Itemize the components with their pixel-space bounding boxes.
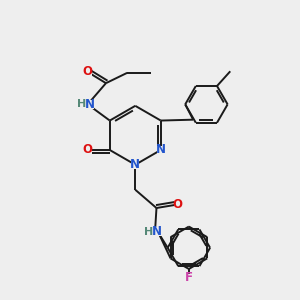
Text: O: O <box>173 198 183 211</box>
Bar <box>84 146 92 154</box>
Text: F: F <box>185 271 193 284</box>
Text: N: N <box>152 225 162 238</box>
Text: O: O <box>83 143 93 157</box>
Text: H: H <box>144 226 153 237</box>
Bar <box>81 100 94 109</box>
Bar <box>131 160 140 169</box>
Bar <box>148 227 162 236</box>
Bar <box>157 146 165 154</box>
Text: N: N <box>85 98 95 111</box>
Bar <box>185 274 193 282</box>
Text: N: N <box>130 158 140 171</box>
Bar <box>84 68 92 76</box>
Text: O: O <box>83 65 93 79</box>
Text: N: N <box>156 143 166 157</box>
Text: H: H <box>76 99 86 110</box>
Bar <box>174 200 182 208</box>
